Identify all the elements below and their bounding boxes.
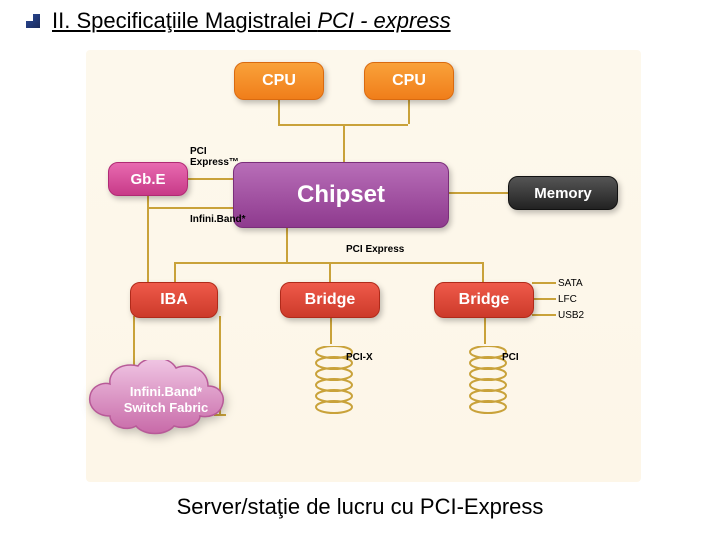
connector-line [343, 124, 345, 162]
label-infiniband: Infini.Band* [190, 214, 246, 225]
connector-line [330, 316, 332, 344]
bus-label-0: SATA [558, 278, 583, 289]
caption: Server/staţie de lucru cu PCI-Express [0, 494, 720, 520]
connector-line [147, 207, 233, 209]
node-iba: IBA [130, 282, 218, 318]
connector-line [186, 178, 233, 180]
title-text: II. Specificaţiile Magistralei [52, 8, 317, 33]
header-bullet [26, 14, 40, 28]
node-switch-fabric: Infini.Band*Switch Fabric [86, 360, 246, 440]
connector-line [174, 262, 176, 282]
connector-line [286, 262, 482, 264]
connector-line [174, 262, 286, 264]
connector-line [447, 192, 508, 194]
label-pcix: PCI-X [346, 352, 373, 363]
connector-line [278, 98, 280, 124]
node-memory: Memory [508, 176, 618, 210]
bus-label-1: LFC [558, 294, 577, 305]
node-cpu1: CPU [234, 62, 324, 100]
page-title: II. Specificaţiile Magistralei PCI - exp… [52, 8, 451, 34]
node-gbe: Gb.E [108, 162, 188, 196]
connector-line [532, 314, 556, 316]
connector-line [532, 282, 556, 284]
connector-line [482, 262, 484, 282]
connector-line [484, 316, 486, 344]
node-cpu2: CPU [364, 62, 454, 100]
label-pciexpress_tm: PCI Express™ [190, 146, 239, 168]
diagram-area: CPU CPU Gb.E Chipset Memory IBA Bridge Bridge I… [86, 50, 641, 482]
node-bridge2: Bridge [434, 282, 534, 318]
connector-line [329, 262, 331, 282]
node-bridge1: Bridge [280, 282, 380, 318]
node-chipset: Chipset [233, 162, 449, 228]
connector-line [532, 298, 556, 300]
bus-label-2: USB2 [558, 310, 584, 321]
label-pci: PCI [502, 352, 519, 363]
connector-line [408, 98, 410, 124]
label-pci_express_down: PCI Express [346, 244, 404, 255]
connector-line [286, 226, 288, 262]
title-italic: PCI - express [317, 8, 450, 33]
